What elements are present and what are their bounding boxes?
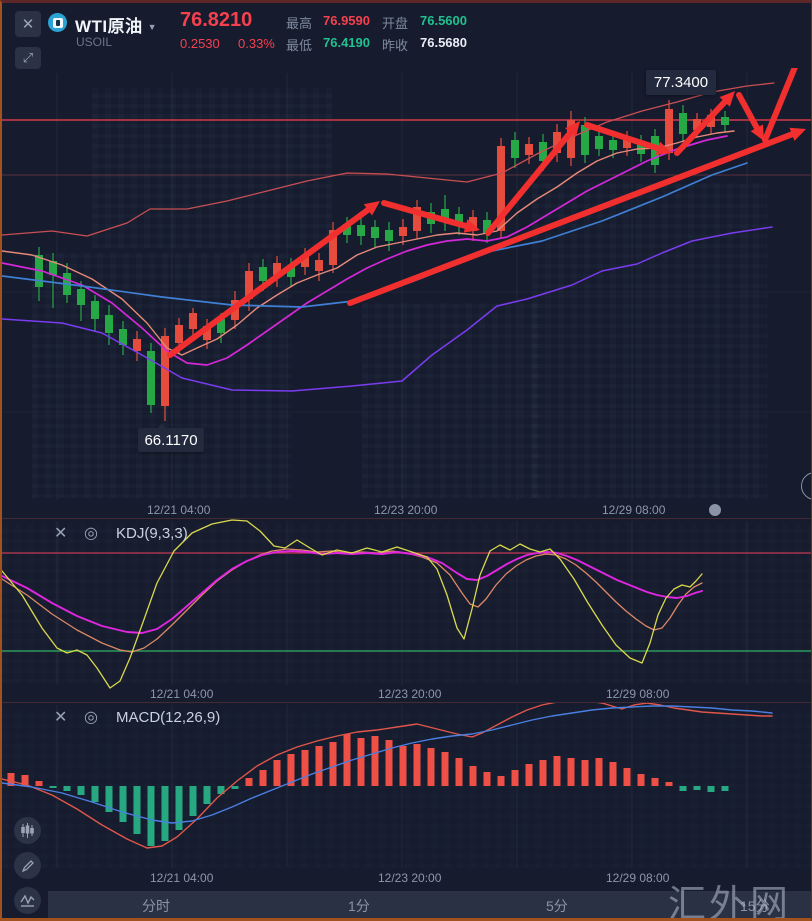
time-label: 12/21 04:00	[147, 503, 211, 517]
last-price: 76.8210	[180, 9, 253, 31]
panel-divider	[2, 518, 811, 519]
kdj-indicator-chart[interactable]	[2, 518, 812, 703]
stat-open-label: 开盘	[382, 16, 409, 31]
stat-open-value: 76.5600	[420, 13, 467, 28]
macd-close-icon[interactable]: ✕	[54, 709, 68, 726]
stat-high-value: 76.9590	[323, 13, 370, 28]
macd-settings-icon[interactable]: ◎	[84, 709, 98, 726]
time-label: 12/29 08:00	[606, 871, 670, 885]
chart-type-button[interactable]	[14, 817, 41, 844]
price-change-percent: 0.33%	[238, 36, 275, 51]
indicator-button[interactable]	[14, 887, 41, 914]
macd-indicator-chart[interactable]	[2, 703, 812, 893]
symbol-title-dropdown[interactable]: WTI原油 ▼	[75, 12, 157, 37]
draw-tool-button[interactable]	[14, 852, 41, 879]
kdj-header: ✕ ◎ KDJ(9,3,3)	[2, 523, 811, 543]
candlestick-icon	[21, 823, 34, 838]
time-label: 12/29 08:00	[606, 687, 670, 701]
pencil-icon	[21, 859, 34, 872]
macd-label: MACD(12,26,9)	[116, 708, 221, 726]
stat-prevclose-label: 昨收	[382, 38, 409, 53]
low-price-annotation: 66.1170	[138, 423, 204, 452]
panel-divider	[2, 702, 811, 703]
collapse-icon: ⤢	[22, 50, 34, 65]
close-button[interactable]: ✕	[15, 11, 41, 37]
main-candlestick-chart[interactable]	[2, 68, 812, 518]
timeframe-15min[interactable]: 15分	[740, 898, 770, 914]
timeframe-tick[interactable]: 分时	[142, 898, 170, 914]
scrollbar-handle[interactable]	[709, 504, 721, 516]
instrument-logo	[48, 13, 67, 32]
instrument-logo-glyph	[52, 17, 63, 28]
collapse-button[interactable]: ⤢	[15, 47, 41, 69]
kdj-settings-icon[interactable]: ◎	[84, 525, 98, 542]
chevron-down-icon: ▼	[147, 22, 158, 32]
kdj-close-icon[interactable]: ✕	[54, 525, 68, 542]
timeframe-1min[interactable]: 1分	[348, 898, 370, 914]
time-label: 12/21 04:00	[150, 871, 214, 885]
time-label: 12/29 08:00	[602, 503, 666, 517]
timeframe-5min[interactable]: 5分	[546, 898, 568, 914]
stat-low-label: 最低	[286, 38, 313, 53]
macd-header: ✕ ◎ MACD(12,26,9)	[2, 707, 811, 727]
time-label: 12/23 20:00	[378, 687, 442, 701]
stat-low-value: 76.4190	[323, 35, 370, 50]
arrow-left-icon: ←	[809, 479, 812, 494]
time-label: 12/23 20:00	[378, 871, 442, 885]
time-label: 12/23 20:00	[374, 503, 438, 517]
symbol-code: USOIL	[76, 35, 113, 49]
timeframe-bar: 分时 1分 5分 15分	[48, 891, 811, 918]
symbol-title: WTI原油	[75, 17, 143, 36]
close-icon: ✕	[21, 16, 35, 33]
line-chart-icon	[20, 894, 35, 907]
time-label: 12/21 04:00	[150, 687, 214, 701]
stat-high-label: 最高	[286, 16, 313, 31]
kdj-label: KDJ(9,3,3)	[116, 524, 188, 542]
price-change: 0.2530	[180, 36, 220, 51]
high-price-annotation: 77.3400	[646, 70, 716, 95]
stat-prevclose-value: 76.5680	[420, 35, 467, 50]
